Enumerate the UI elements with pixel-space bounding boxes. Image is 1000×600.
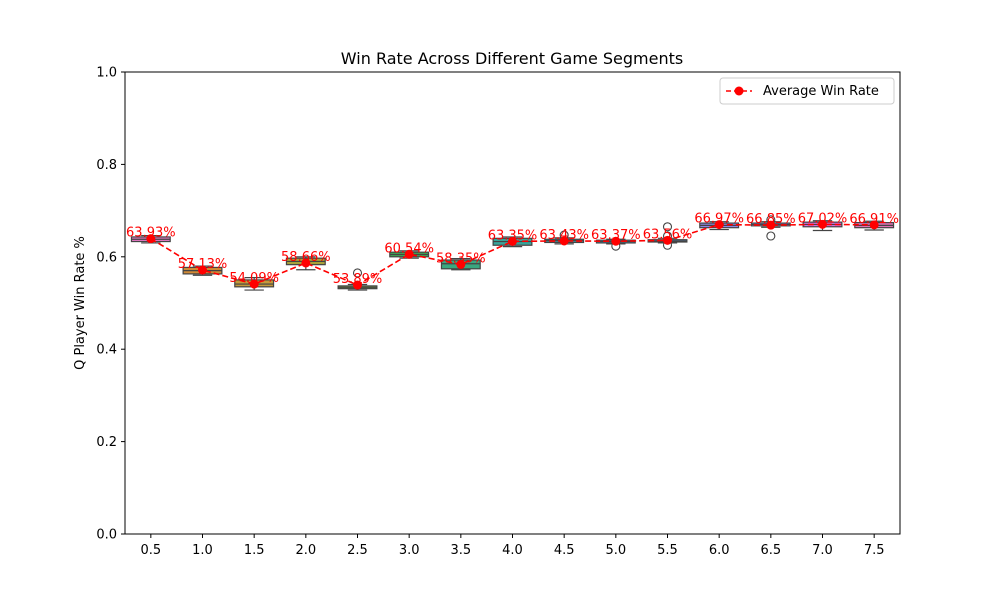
- y-axis-title: Q Player Win Rate %: [73, 236, 88, 370]
- box-outlier: [662, 222, 673, 232]
- average-win-rate-point: [456, 259, 466, 269]
- average-win-rate-label: 58.35%: [436, 251, 486, 266]
- axes-frame: [124, 71, 901, 535]
- x-tick-label: 0.5: [140, 543, 161, 558]
- y-tick-label: 1.0: [96, 66, 117, 81]
- y-tick-label: 0.8: [96, 158, 117, 173]
- x-tick-label: 1.5: [244, 543, 265, 558]
- legend-frame: [719, 77, 895, 105]
- legend: Average Win Rate: [719, 77, 895, 105]
- average-win-rate-point: [301, 258, 311, 268]
- average-win-rate-label: 63.37%: [591, 228, 641, 243]
- plot-area: 0.0 0.2 0.4 0.6 0.8 1.0 0.5 1.0 1.5 2.0 2.5 3.0 3.5 4…: [96, 66, 901, 558]
- average-win-rate-label: 67.02%: [798, 211, 848, 226]
- average-win-rate-label: 66.91%: [849, 212, 899, 227]
- x-tick-label: 6.5: [760, 543, 781, 558]
- box-outlier: [352, 268, 363, 278]
- average-win-rate-label: 53.89%: [333, 272, 383, 287]
- x-tick-label: 6.0: [709, 543, 730, 558]
- average-win-rate-label: 58.66%: [281, 250, 331, 265]
- average-win-rate-point: [404, 249, 414, 259]
- x-tick-label: 7.5: [864, 543, 885, 558]
- average-win-rate-label: 63.93%: [126, 226, 176, 241]
- average-win-rate-point: [146, 234, 156, 244]
- average-win-rate-point: [818, 219, 827, 229]
- x-tick-label: 3.5: [450, 543, 471, 558]
- x-tick-label: 5.0: [605, 543, 626, 558]
- average-win-rate-point: [611, 236, 621, 246]
- x-tick-label: 5.5: [657, 543, 678, 558]
- average-win-rate-point: [198, 265, 207, 275]
- average-win-rate-label: 63.35%: [488, 228, 538, 243]
- average-win-rate-label: 63.43%: [539, 228, 589, 243]
- chart-title: Win Rate Across Different Game Segments: [341, 49, 683, 68]
- average-win-rate-point: [869, 220, 879, 230]
- average-win-rate-point: [353, 280, 362, 290]
- y-tick-label: 0.4: [96, 343, 117, 358]
- average-win-rate-label: 57.13%: [178, 257, 228, 272]
- x-tick-label: 4.5: [554, 543, 575, 558]
- x-tick-label: 7.0: [812, 543, 833, 558]
- average-win-rate-label: 66.85%: [746, 212, 796, 227]
- average-win-rate-point: [714, 220, 724, 230]
- average-win-rate-label: 63.56%: [643, 227, 693, 242]
- average-win-rate-point: [508, 236, 517, 246]
- legend-label: Average Win Rate: [763, 84, 879, 99]
- y-tick-label: 0.2: [96, 435, 117, 450]
- x-tick-label: 3.0: [399, 543, 420, 558]
- average-win-rate-point: [249, 279, 259, 289]
- average-win-rate-point: [766, 220, 776, 230]
- average-win-rate-point: [559, 236, 569, 246]
- y-tick-label: 0.0: [96, 528, 117, 543]
- x-tick-label: 2.5: [347, 543, 368, 558]
- average-win-rate-label: 54.09%: [229, 271, 279, 286]
- x-tick-label: 2.0: [295, 543, 316, 558]
- box-outlier: [766, 231, 776, 241]
- average-win-rate-label: 60.54%: [384, 241, 434, 256]
- average-win-rate-label: 66.97%: [694, 212, 744, 227]
- average-win-rate-point: [663, 235, 672, 245]
- x-tick-label: 4.0: [502, 543, 523, 558]
- x-tick-label: 1.0: [192, 543, 213, 558]
- legend-marker: [734, 86, 744, 96]
- y-tick-label: 0.6: [96, 250, 117, 265]
